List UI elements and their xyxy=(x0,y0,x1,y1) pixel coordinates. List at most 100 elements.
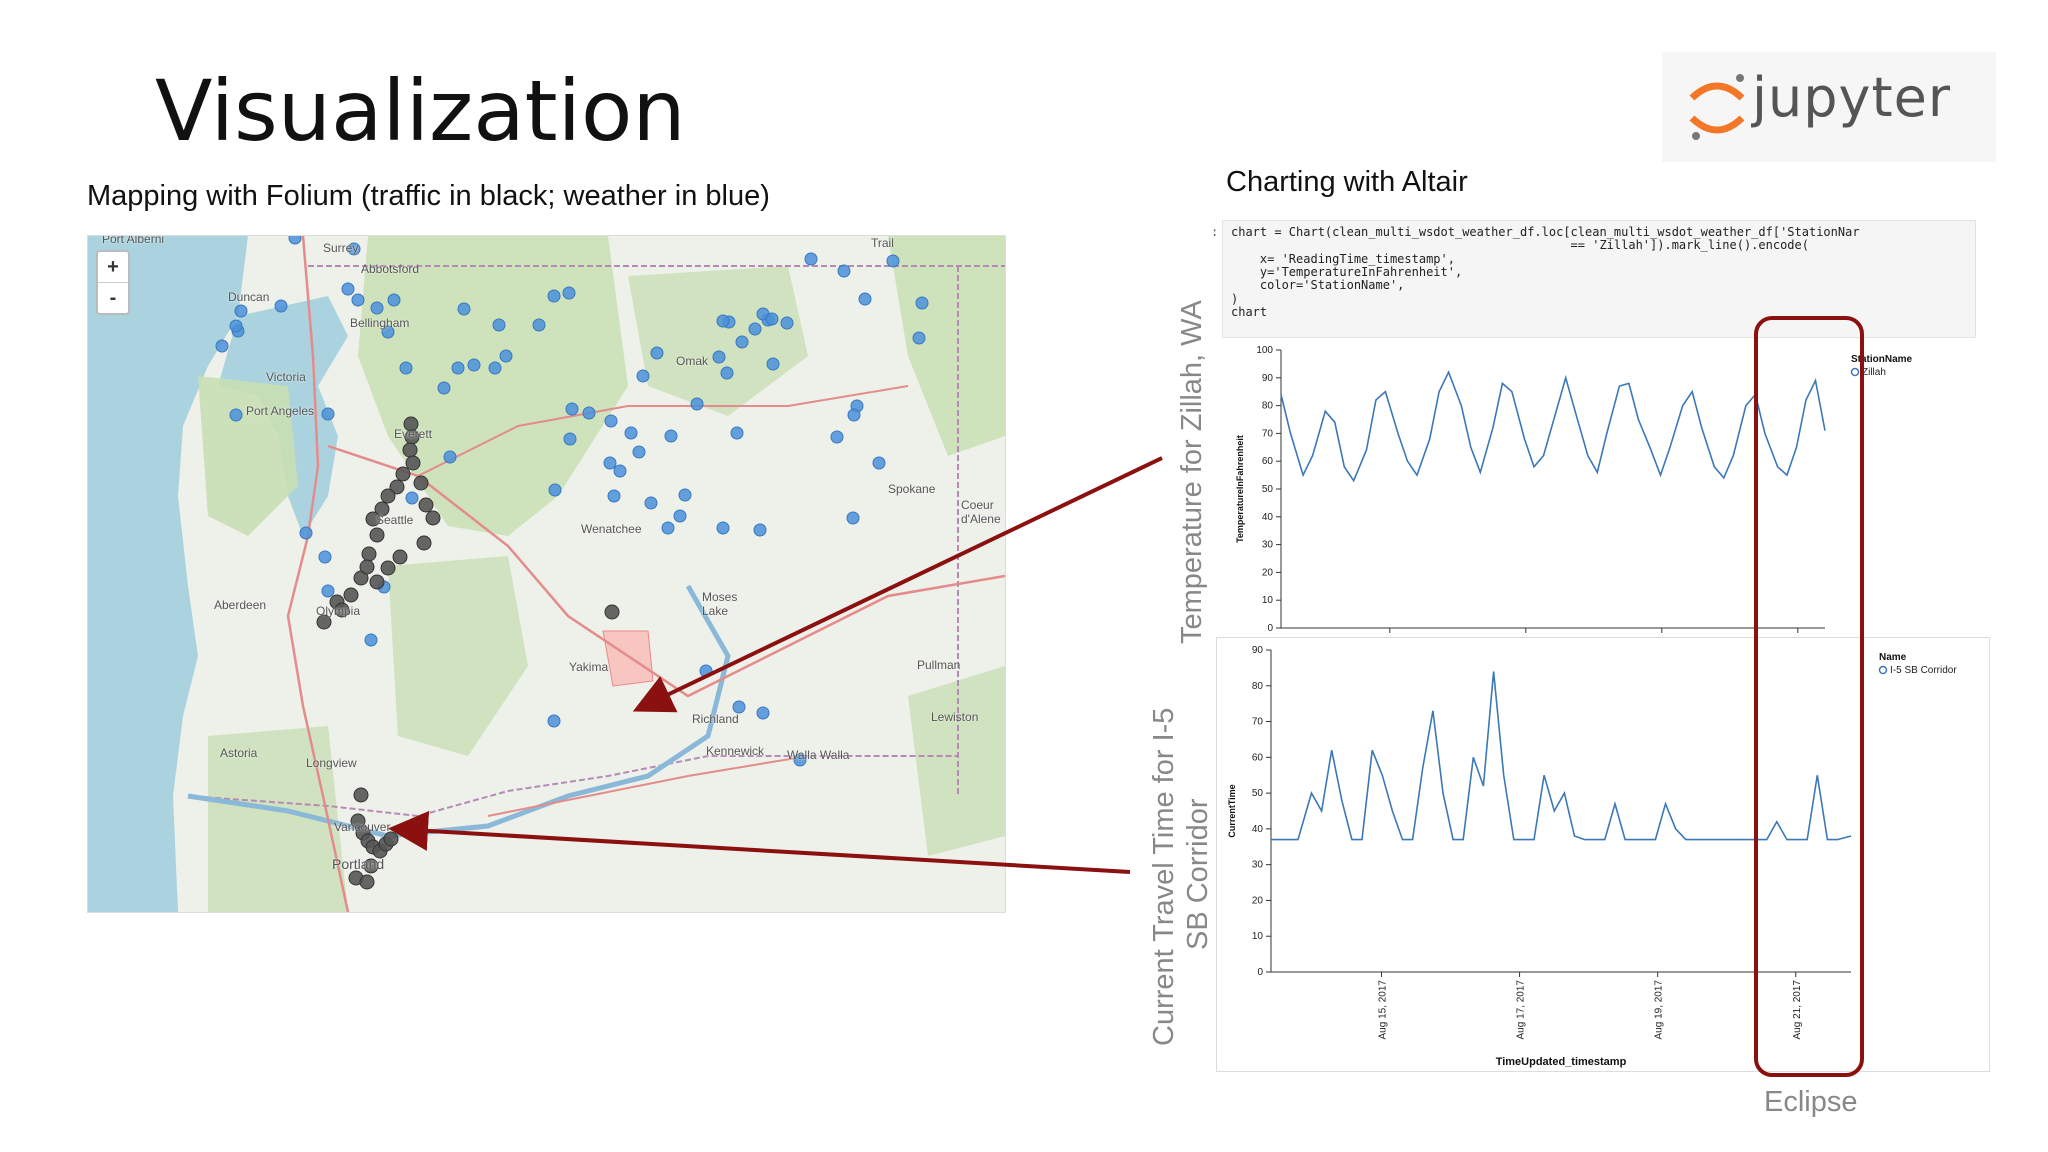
weather-station-marker[interactable] xyxy=(492,318,506,332)
traffic-sensor-marker[interactable] xyxy=(380,560,396,576)
weather-station-marker[interactable] xyxy=(399,361,413,375)
weather-station-marker[interactable] xyxy=(443,450,457,464)
weather-station-marker[interactable] xyxy=(613,464,627,478)
weather-station-marker[interactable] xyxy=(678,488,692,502)
weather-station-marker[interactable] xyxy=(748,322,762,336)
weather-station-marker[interactable] xyxy=(341,282,355,296)
weather-station-marker[interactable] xyxy=(804,252,818,266)
traffic-sensor-marker[interactable] xyxy=(604,604,620,620)
weather-station-marker[interactable] xyxy=(229,319,243,333)
weather-station-marker[interactable] xyxy=(547,289,561,303)
weather-station-marker[interactable] xyxy=(661,521,675,535)
weather-station-marker[interactable] xyxy=(604,414,618,428)
traffic-sensor-marker[interactable] xyxy=(418,497,434,513)
weather-station-marker[interactable] xyxy=(370,301,384,315)
weather-station-marker[interactable] xyxy=(351,293,365,307)
traffic-sensor-marker[interactable] xyxy=(380,488,396,504)
weather-station-marker[interactable] xyxy=(720,366,734,380)
weather-station-marker[interactable] xyxy=(780,316,794,330)
weather-station-marker[interactable] xyxy=(766,357,780,371)
traffic-sensor-marker[interactable] xyxy=(413,475,429,491)
weather-station-marker[interactable] xyxy=(830,430,844,444)
weather-station-marker[interactable] xyxy=(321,407,335,421)
weather-station-marker[interactable] xyxy=(563,432,577,446)
weather-station-marker[interactable] xyxy=(387,293,401,307)
weather-station-marker[interactable] xyxy=(735,335,749,349)
weather-station-marker[interactable] xyxy=(915,296,929,310)
weather-station-marker[interactable] xyxy=(753,523,767,537)
weather-station-marker[interactable] xyxy=(467,358,481,372)
traffic-sensor-marker[interactable] xyxy=(359,874,375,890)
folium-map[interactable]: Port Alberni Surrey Abbotsford Duncan Be… xyxy=(87,235,1006,913)
traffic-sensor-marker[interactable] xyxy=(353,787,369,803)
weather-station-marker[interactable] xyxy=(650,346,664,360)
weather-station-marker[interactable] xyxy=(274,299,288,313)
weather-station-marker[interactable] xyxy=(565,402,579,416)
weather-station-marker[interactable] xyxy=(381,325,395,339)
traffic-sensor-marker[interactable] xyxy=(359,559,375,575)
traffic-sensor-marker[interactable] xyxy=(334,602,350,618)
zoom-out-button[interactable]: - xyxy=(98,282,128,313)
weather-station-marker[interactable] xyxy=(712,350,726,364)
traffic-sensor-marker[interactable] xyxy=(361,546,377,562)
weather-station-marker[interactable] xyxy=(765,312,779,326)
weather-station-marker[interactable] xyxy=(912,331,926,345)
traffic-sensor-marker[interactable] xyxy=(395,466,411,482)
weather-station-marker[interactable] xyxy=(562,286,576,300)
weather-station-marker[interactable] xyxy=(532,318,546,332)
traffic-sensor-marker[interactable] xyxy=(405,455,421,471)
traffic-sensor-marker[interactable] xyxy=(383,831,399,847)
traffic-sensor-marker[interactable] xyxy=(343,587,359,603)
traffic-sensor-marker[interactable] xyxy=(402,442,418,458)
weather-station-marker[interactable] xyxy=(548,483,562,497)
weather-station-marker[interactable] xyxy=(644,496,658,510)
weather-station-marker[interactable] xyxy=(756,706,770,720)
weather-station-marker[interactable] xyxy=(288,236,302,245)
traffic-sensor-marker[interactable] xyxy=(365,511,381,527)
weather-station-marker[interactable] xyxy=(318,550,332,564)
weather-station-marker[interactable] xyxy=(499,349,513,363)
weather-station-marker[interactable] xyxy=(624,426,638,440)
weather-station-marker[interactable] xyxy=(636,369,650,383)
weather-station-marker[interactable] xyxy=(632,445,646,459)
weather-station-marker[interactable] xyxy=(886,254,900,268)
weather-station-marker[interactable] xyxy=(847,408,861,422)
weather-station-marker[interactable] xyxy=(716,314,730,328)
traffic-sensor-marker[interactable] xyxy=(374,501,390,517)
weather-station-marker[interactable] xyxy=(716,521,730,535)
traffic-sensor-marker[interactable] xyxy=(389,479,405,495)
traffic-sensor-marker[interactable] xyxy=(392,549,408,565)
traffic-sensor-marker[interactable] xyxy=(363,858,379,874)
weather-station-marker[interactable] xyxy=(364,633,378,647)
weather-station-marker[interactable] xyxy=(215,339,229,353)
weather-station-marker[interactable] xyxy=(582,406,596,420)
weather-station-marker[interactable] xyxy=(730,426,744,440)
weather-station-marker[interactable] xyxy=(607,489,621,503)
weather-station-marker[interactable] xyxy=(437,381,451,395)
traffic-sensor-marker[interactable] xyxy=(369,527,385,543)
weather-station-marker[interactable] xyxy=(547,714,561,728)
traffic-sensor-marker[interactable] xyxy=(425,510,441,526)
traffic-sensor-marker[interactable] xyxy=(369,574,385,590)
weather-station-marker[interactable] xyxy=(451,361,465,375)
zoom-in-button[interactable]: + xyxy=(107,256,119,278)
weather-station-marker[interactable] xyxy=(299,526,313,540)
weather-station-marker[interactable] xyxy=(872,456,886,470)
code-cell[interactable]: : chart = Chart(clean_multi_wsdot_weathe… xyxy=(1211,220,1976,338)
weather-station-marker[interactable] xyxy=(673,509,687,523)
weather-station-marker[interactable] xyxy=(234,304,248,318)
weather-station-marker[interactable] xyxy=(699,664,713,678)
weather-station-marker[interactable] xyxy=(846,511,860,525)
weather-station-marker[interactable] xyxy=(793,753,807,767)
weather-station-marker[interactable] xyxy=(321,584,335,598)
weather-station-marker[interactable] xyxy=(690,397,704,411)
traffic-sensor-marker[interactable] xyxy=(316,614,332,630)
traffic-sensor-marker[interactable] xyxy=(416,535,432,551)
weather-station-marker[interactable] xyxy=(837,264,851,278)
weather-station-marker[interactable] xyxy=(229,408,243,422)
weather-station-marker[interactable] xyxy=(405,491,419,505)
weather-station-marker[interactable] xyxy=(858,292,872,306)
map-canvas[interactable] xyxy=(88,236,1005,912)
weather-station-marker[interactable] xyxy=(347,242,361,256)
weather-station-marker[interactable] xyxy=(603,456,617,470)
